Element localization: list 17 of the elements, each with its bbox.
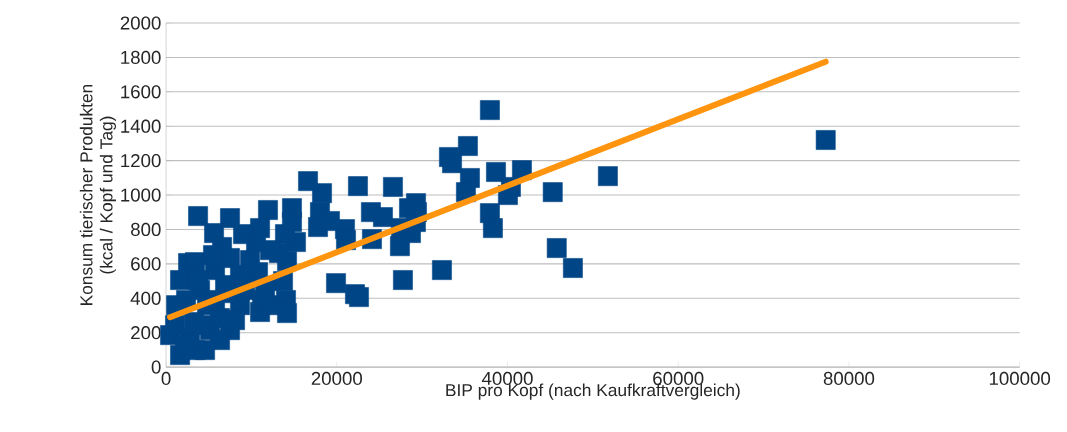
- x-tick-label: 100000: [989, 371, 1051, 385]
- y-tick-label: 1600: [121, 85, 161, 99]
- y-tick-label: 800: [131, 222, 161, 237]
- x-tick-label: 60000: [653, 371, 704, 385]
- y-tick-label: 0: [151, 360, 161, 374]
- y-tick-label: 600: [131, 257, 161, 271]
- x-tick-label: 20000: [311, 371, 363, 385]
- x-tick-label: 0: [161, 371, 171, 385]
- y-tick-label: 2000: [120, 16, 161, 30]
- y-tick-label: 1400: [121, 119, 161, 133]
- x-tick-label: 80000: [823, 371, 875, 385]
- y-tick-label: 1200: [121, 153, 161, 168]
- x-tick-label: 40000: [481, 371, 533, 385]
- y-tick-label: 400: [130, 291, 161, 305]
- y-tick-label: 1800: [121, 50, 161, 64]
- y-tick-label: 1000: [121, 188, 161, 202]
- y-axis-title: Konsum tierischer Produkten (kcal / Kopf und Tag): [79, 84, 116, 305]
